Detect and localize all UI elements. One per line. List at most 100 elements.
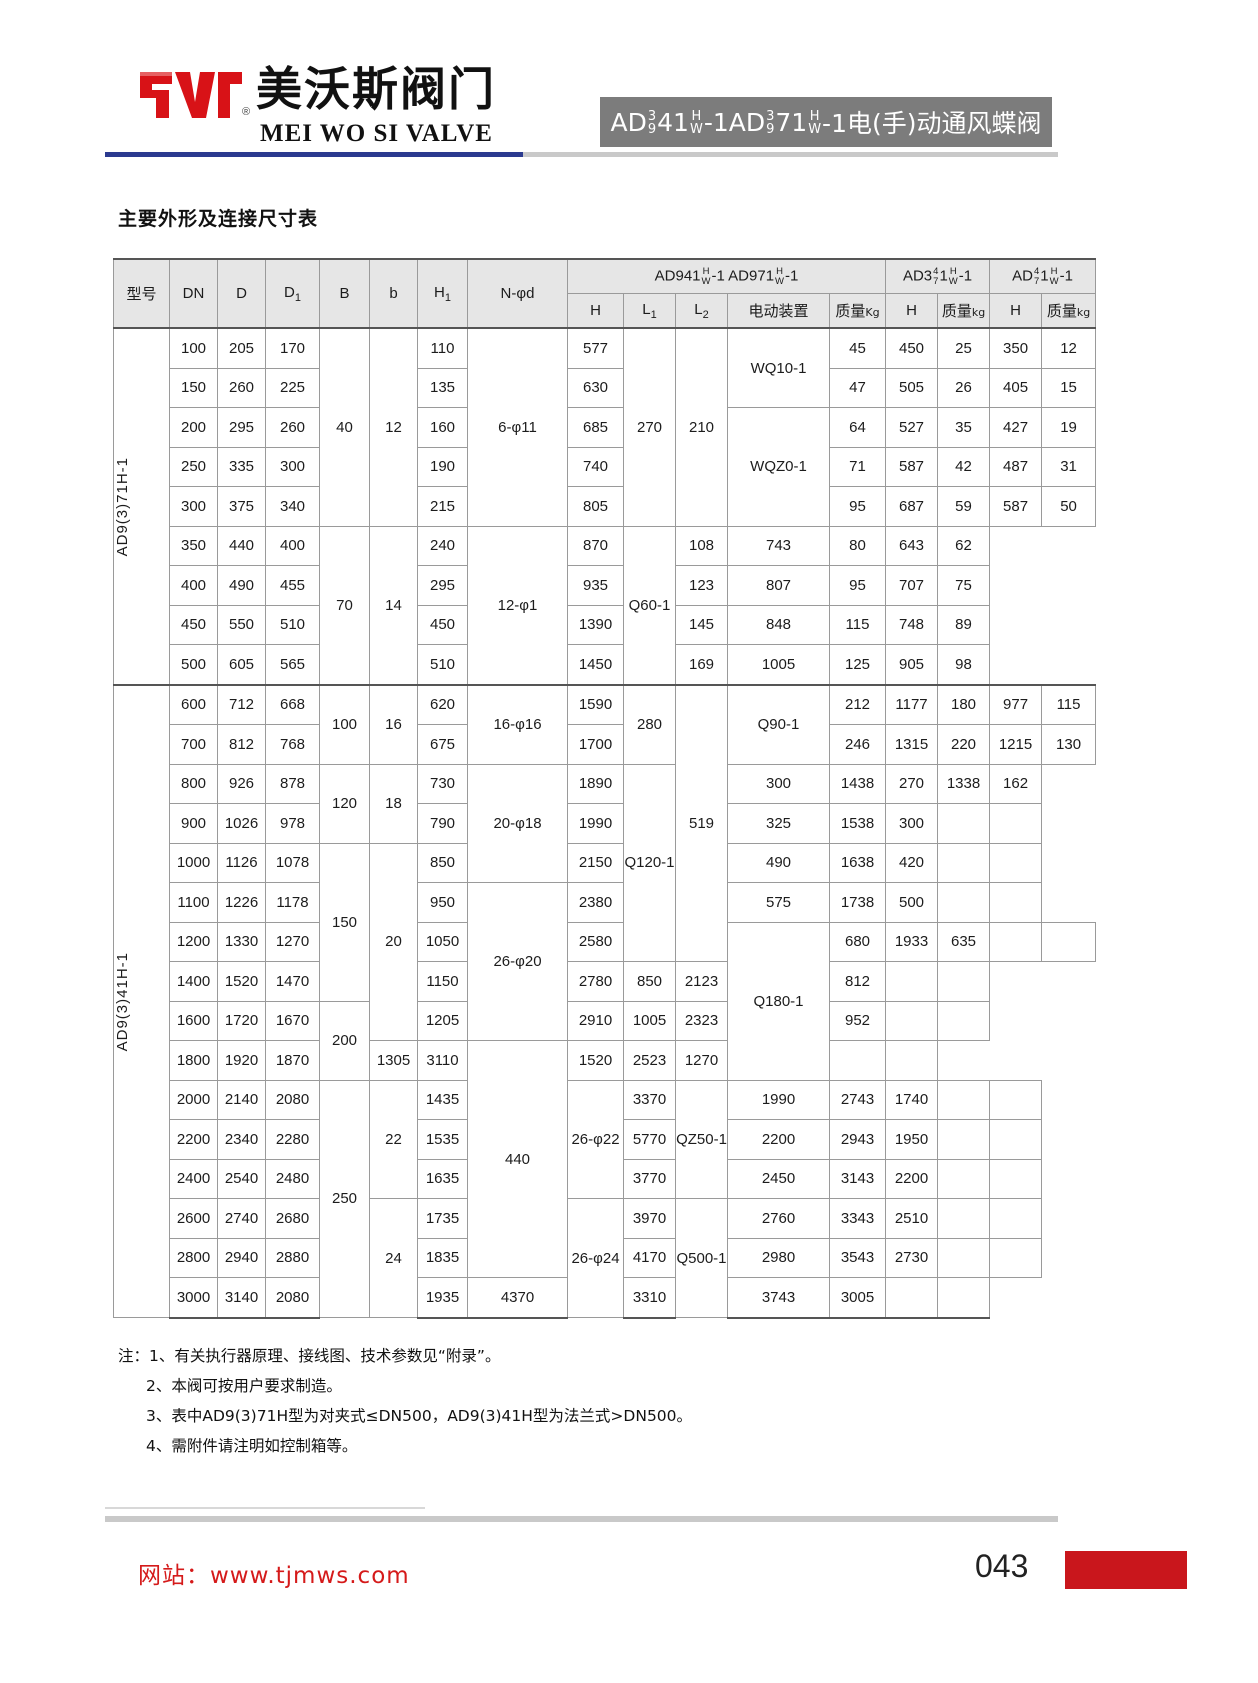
cell-mass-b: 1740 — [885, 1079, 939, 1120]
cell-mass-b: 1950 — [885, 1119, 939, 1160]
cell-h1: 950 — [417, 882, 468, 923]
company-logo: ® 美沃斯阀门 MEI WO SI VALVE — [138, 62, 568, 157]
col-mass-a: 质量Kg — [828, 293, 887, 329]
cell-mass: 145 — [675, 604, 728, 645]
cell-mass-b: 220 — [937, 724, 991, 765]
brand-name-en: MEI WO SI VALVE — [260, 120, 493, 147]
cell-dn: 250 — [169, 446, 218, 487]
cell-h1: 1435 — [417, 1079, 468, 1120]
cell-h1: 850 — [417, 842, 468, 883]
table-row: 500 605 565 510 1450 169 1005 125 905 98 — [114, 644, 1096, 685]
page-header: ® 美沃斯阀门 MEI WO SI VALVE AD 3 9 41 H W -1AD 3 9 71… — [0, 0, 1258, 170]
col-mass-c: 质量kg — [1041, 293, 1097, 329]
col-h: H — [567, 293, 624, 329]
cell-h-b: 807 — [727, 565, 830, 606]
cell-dn: 2000 — [169, 1079, 218, 1120]
cell-mass-c — [1041, 921, 1097, 962]
cell-mass-b: 26 — [937, 367, 991, 408]
cell-h-c — [885, 961, 939, 1002]
cell-d1: 1178 — [265, 882, 320, 923]
cell-d: 1720 — [217, 1000, 266, 1041]
table-row: 1100 1226 1178 950 26-φ20 2380 575 1738 … — [114, 882, 1096, 1041]
cell-d1: 400 — [265, 525, 320, 566]
table-row: 800 926 878 120 18 730 20-φ18 1890 Q120-… — [114, 763, 1096, 962]
cell-h-c — [937, 1079, 991, 1120]
cell-mass-b: 270 — [885, 763, 939, 804]
cell-d: 375 — [217, 486, 266, 527]
col-b-low: b — [369, 258, 418, 329]
cell-mass-b: 1270 — [675, 1040, 728, 1081]
spec-table: 型号 DN D D1 B b H1 N-φd AD941 H W -1 AD971 H W… — [113, 258, 1097, 1319]
table-row: 700 812 768 675 1700 246 1315 220 1215 1… — [114, 724, 1097, 765]
cell-mass: 2760 — [727, 1198, 830, 1239]
cell-h1: 190 — [417, 446, 468, 487]
cell-h1: 1735 — [417, 1198, 468, 1239]
cell-mass: 47 — [828, 367, 887, 408]
title-part-4: 71 — [775, 107, 808, 137]
cell-h-b: 1933 — [885, 921, 939, 962]
cell-d: 1520 — [217, 961, 266, 1002]
cell-b: 70 — [319, 525, 370, 685]
col-d1: D1 — [265, 258, 320, 329]
cell-mass-b: 420 — [885, 842, 939, 883]
cell-nphid: 26-φ20 — [467, 882, 568, 1041]
cell-nphid: 26-φ22 — [567, 1079, 624, 1199]
col-n-phi-d: N-φd — [467, 258, 568, 329]
cell-d1: 260 — [265, 407, 320, 448]
cell-dn: 150 — [169, 367, 218, 408]
cell-mass: 3310 — [623, 1277, 676, 1319]
cell-h-c: 487 — [989, 446, 1043, 487]
cell-h-c — [989, 921, 1043, 962]
cell-mass-c: 19 — [1041, 407, 1097, 448]
cell-h-c: 748 — [885, 604, 939, 645]
cell-d1: 2280 — [265, 1119, 320, 1160]
cell-mass-c: 15 — [1041, 367, 1097, 408]
cell-h-c — [885, 1277, 939, 1319]
cell-actuator: QZ50-1 — [675, 1079, 728, 1199]
cell-h1: 110 — [417, 327, 468, 369]
table-row: 2400 2540 2480 1635 3770 2450 3143 2200 — [114, 1158, 1096, 1199]
cell-l2: 210 — [675, 327, 728, 527]
cell-h: 3770 — [623, 1158, 676, 1199]
group-header-ad3471: AD3 4 7 1 H W -1 — [885, 258, 991, 294]
cell-d: 926 — [217, 763, 266, 804]
table-row: 2000 2140 2080 250 22 1435 26-φ22 3370 Q… — [114, 1079, 1096, 1318]
cell-h-c — [937, 1198, 991, 1239]
cell-d1: 2880 — [265, 1237, 320, 1278]
cell-d: 2340 — [217, 1119, 266, 1160]
cell-dn: 500 — [169, 644, 218, 685]
cell-h-c — [937, 1119, 991, 1160]
cell-d1: 2680 — [265, 1198, 320, 1239]
cell-mass-b: 35 — [937, 407, 991, 448]
cell-dn: 200 — [169, 407, 218, 448]
notes-label: 注： — [118, 1347, 150, 1365]
cell-dn: 300 — [169, 486, 218, 527]
cell-mass-c: 75 — [937, 565, 991, 606]
cell-mass-c: 50 — [1041, 486, 1097, 527]
cell-b-low: 20 — [369, 842, 418, 1041]
cell-nphid: 12-φ1 — [467, 525, 568, 685]
cell-d1: 668 — [265, 683, 320, 725]
cell-actuator: Q90-1 — [727, 683, 830, 765]
cell-mass-c: 98 — [937, 644, 991, 685]
cell-h-c: 643 — [885, 525, 939, 566]
notes-block: 注：1、有关执行器原理、接线图、技术参数见“附录”。 2、本阀可按用户要求制造。… — [118, 1341, 1018, 1461]
cell-l2: 440 — [467, 1040, 568, 1278]
table-row: 250 335 300 190 740 71 587 42 487 31 — [114, 446, 1097, 487]
cell-h-b: 1005 — [727, 644, 830, 685]
cell-mass-b: 3005 — [828, 1277, 887, 1319]
cell-dn: 1000 — [169, 842, 218, 883]
website-link[interactable]: 网站：www.tjmws.com — [138, 1563, 410, 1589]
cell-mass-b: 95 — [828, 565, 887, 606]
cell-h-b: 450 — [885, 327, 939, 369]
cell-l2: 519 — [675, 683, 728, 962]
cell-h1: 1205 — [417, 1000, 468, 1041]
cell-h: 3970 — [623, 1198, 676, 1239]
cell-h-b: 848 — [727, 604, 830, 645]
cell-mass-b: 180 — [937, 683, 991, 725]
cell-h-b: 505 — [885, 367, 939, 408]
cell-dn: 2200 — [169, 1119, 218, 1160]
cell-mass-c — [989, 842, 1043, 883]
cell-d: 2740 — [217, 1198, 266, 1239]
